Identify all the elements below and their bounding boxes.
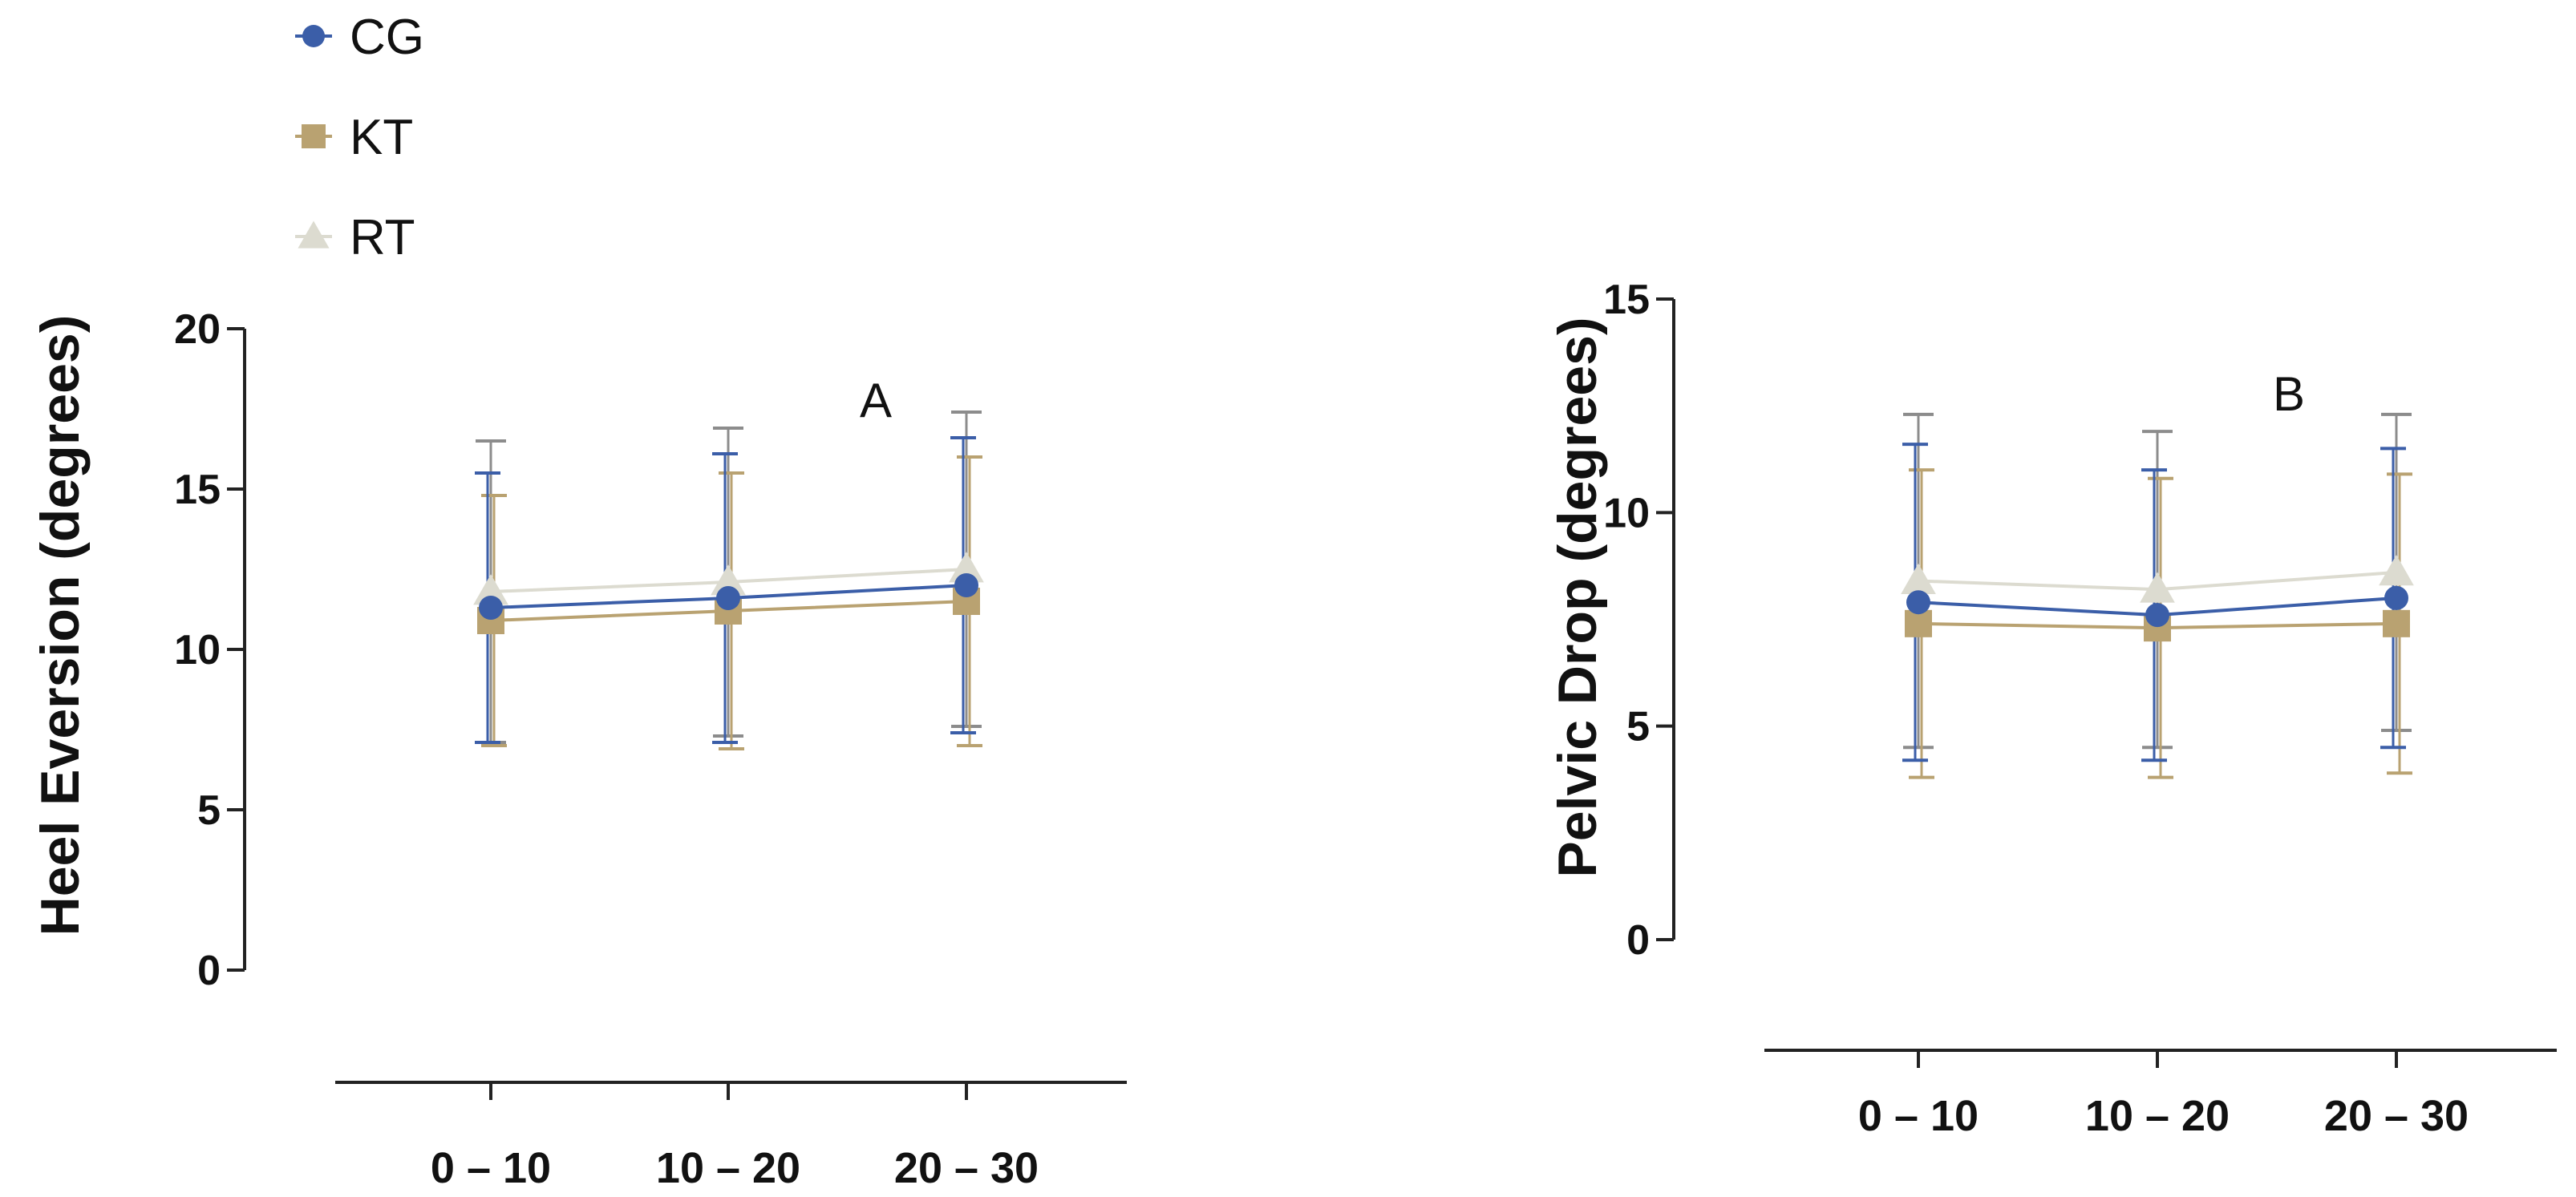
panel-a-point-rt bbox=[949, 552, 984, 583]
panel-a-y-tick-label: 0 bbox=[197, 948, 221, 994]
panel-b-point-kt bbox=[1905, 609, 1932, 637]
panel-b-point-rt bbox=[1901, 563, 1936, 594]
legend-label-rt: RT bbox=[350, 210, 415, 265]
legend-marker-cg bbox=[302, 25, 325, 47]
panel-a-point-cg bbox=[479, 596, 503, 620]
panel-a-point-rt bbox=[711, 564, 746, 596]
panel-a-label: A bbox=[860, 374, 892, 427]
panel-b-point-cg bbox=[2384, 585, 2408, 610]
panel-b-point-kt bbox=[2383, 609, 2410, 637]
panel-a-y-tick-label: 5 bbox=[197, 787, 221, 834]
panel-b-y-tick-label: 0 bbox=[1626, 917, 1650, 964]
legend-marker-rt bbox=[298, 220, 330, 249]
panel-a-y-tick-label: 20 bbox=[174, 306, 221, 353]
panel-a-point-rt bbox=[473, 574, 508, 605]
panel-b-point-cg bbox=[1906, 590, 1930, 615]
panel-b-point-rt bbox=[2140, 572, 2175, 603]
panel-a-point-cg bbox=[716, 586, 740, 610]
panel-a-x-tick-label: 20 – 30 bbox=[894, 1144, 1039, 1192]
panel-b-y-axis-label: Pelvic Drop (degrees) bbox=[1547, 317, 1608, 877]
panel-a-x-tick-label: 0 – 10 bbox=[431, 1144, 551, 1192]
panel-b-y-tick-label: 5 bbox=[1626, 704, 1650, 750]
panel-a-y-tick-label: 10 bbox=[174, 627, 221, 673]
legend-label-kt: KT bbox=[350, 110, 413, 165]
panel-b-point-rt bbox=[2379, 555, 2414, 586]
panel-b-y-tick-label: 10 bbox=[1603, 490, 1650, 536]
legend-label-cg: CG bbox=[350, 10, 424, 65]
panel-b-label: B bbox=[2273, 367, 2305, 421]
panel-a-y-tick-label: 15 bbox=[174, 467, 221, 513]
panel-b-x-tick-label: 0 – 10 bbox=[1858, 1092, 1979, 1140]
panel-b-x-tick-label: 20 – 30 bbox=[2324, 1092, 2469, 1140]
panel-b-point-cg bbox=[2145, 603, 2169, 628]
panel-a-x-tick-label: 10 – 20 bbox=[656, 1144, 800, 1192]
legend-marker-kt bbox=[302, 124, 326, 148]
panel-a-point-cg bbox=[954, 573, 978, 597]
legend: CG KT RT bbox=[295, 10, 424, 265]
panel-a-y-axis-label: Heel Eversion (degrees) bbox=[30, 315, 91, 936]
chart-panel-a: 0 5 10 15 20 Heel Eversion (degrees) 0 – 10 10 … bbox=[30, 306, 1127, 1192]
panel-b-x-tick-label: 10 – 20 bbox=[2085, 1092, 2230, 1140]
panel-b-y-tick-label: 15 bbox=[1603, 277, 1650, 323]
